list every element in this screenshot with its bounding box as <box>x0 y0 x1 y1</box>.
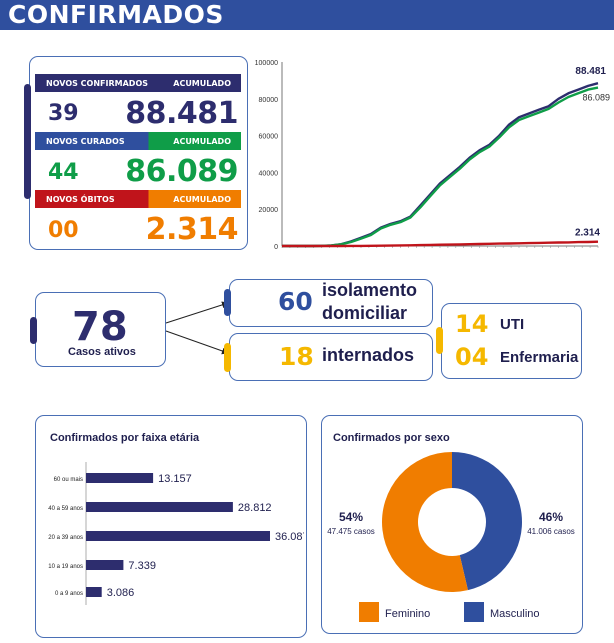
summary-card-tab <box>24 84 31 199</box>
sex-chart-card <box>321 415 583 634</box>
hospital-breakdown-card <box>441 303 582 379</box>
age-value-label: 3.086 <box>107 587 135 599</box>
confirmed-strip: NOVOS CONFIRMADOS ACUMULADO <box>35 74 241 92</box>
ward-label: Enfermaria <box>500 349 579 366</box>
confirmed-total-value: 88.481 <box>125 96 238 131</box>
recovered-new-value: 44 <box>48 160 79 185</box>
arrow-to-isolation <box>165 301 229 324</box>
active-cases-tab <box>30 317 37 344</box>
age-category-label: 10 a 19 anos <box>48 564 83 570</box>
sex-donut-chart: 54% 47.475 casos 46% 41.006 casos Feminino Ma… <box>327 452 575 622</box>
age-bar-chart: 60 ou mais 13.157 40 a 59 anos 28.812 20 a 3… <box>48 462 304 605</box>
masculino-percent: 46% <box>539 510 563 524</box>
y-tick-label: 80000 <box>259 97 279 104</box>
age-category-label: 60 ou mais <box>54 477 83 483</box>
icu-value: 14 <box>455 310 489 338</box>
donut-slice-feminino <box>382 452 468 592</box>
age-category-label: 20 a 39 anos <box>48 535 83 541</box>
age-bar <box>86 502 233 512</box>
series-line-óbitos <box>282 240 599 248</box>
confirmed-acc-label: ACUMULADO <box>173 78 231 88</box>
legend-swatch-feminino <box>359 602 379 622</box>
age-chart-title: Confirmados por faixa etária <box>50 432 200 444</box>
age-value-label: 36.087 <box>275 531 304 543</box>
age-value-label: 13.157 <box>158 473 192 485</box>
legend-label-masculino: Masculino <box>490 608 540 620</box>
age-bar <box>86 587 102 597</box>
age-bar <box>86 560 124 570</box>
confirmed-new-value: 39 <box>48 101 79 126</box>
header-banner: CONFIRMADOS <box>0 0 614 30</box>
icu-label: UTI <box>500 316 525 333</box>
y-tick-label: 40000 <box>259 170 279 177</box>
isolation-tab <box>224 289 231 316</box>
active-cases-label: Casos ativos <box>68 346 136 358</box>
ward-value: 04 <box>455 343 489 371</box>
isolation-label-line2: domiciliar <box>322 303 408 323</box>
feminino-percent: 54% <box>339 510 363 524</box>
hospitalized-label: internados <box>322 345 415 365</box>
isolation-card <box>229 279 433 327</box>
y-tick-label: 60000 <box>259 134 279 141</box>
recovered-new-label: NOVOS CURADOS <box>46 136 125 146</box>
isolation-label-line1: isolamento <box>322 280 418 300</box>
end-label-curados: 86.089 <box>582 93 610 103</box>
isolation-value: 60 <box>278 287 313 316</box>
series-line-curados <box>282 86 599 248</box>
page-title: CONFIRMADOS <box>8 0 224 29</box>
connector-arrows <box>165 301 229 355</box>
sex-chart-title: Confirmados por sexo <box>333 432 450 444</box>
deaths-new-label: NOVOS ÓBITOS <box>46 194 115 204</box>
age-bar <box>86 473 154 483</box>
y-tick-label: 20000 <box>259 207 279 214</box>
age-category-label: 40 a 59 anos <box>48 506 83 512</box>
age-value-label: 28.812 <box>238 502 272 514</box>
deaths-strip: NOVOS ÓBITOS ACUMULADO <box>35 190 241 208</box>
active-cases-card <box>35 292 166 367</box>
end-label-confirmados: 88.481 <box>575 66 606 77</box>
recovered-acc-label: ACUMULADO <box>173 136 231 146</box>
confirmed-new-label: NOVOS CONFIRMADOS <box>46 78 149 88</box>
deaths-acc-label: ACUMULADO <box>173 194 231 204</box>
age-chart-card <box>35 415 307 638</box>
age-category-label: 0 a 9 anos <box>55 591 83 597</box>
cumulative-line-chart: 100000 80000 60000 40000 20000 0 88.481 86.089 2… <box>255 60 610 251</box>
age-bar <box>86 531 270 541</box>
masculino-count: 41.006 casos <box>527 527 575 536</box>
hospitalized-tab <box>224 343 231 372</box>
hospitalized-card <box>229 333 433 381</box>
donut-slice-masculino <box>452 452 522 591</box>
end-label-obitos: 2.314 <box>575 228 600 239</box>
age-value-label: 7.339 <box>128 560 156 572</box>
y-tick-label: 0 <box>274 244 278 251</box>
legend-label-feminino: Feminino <box>385 608 430 620</box>
recovered-strip: NOVOS CURADOS ACUMULADO <box>35 132 241 150</box>
deaths-new-value: 00 <box>48 218 79 243</box>
feminino-count: 47.475 casos <box>327 527 375 536</box>
deaths-total-value: 2.314 <box>145 212 239 247</box>
legend-swatch-masculino <box>464 602 484 622</box>
arrow-to-hospitalized <box>165 330 229 355</box>
hospital-breakdown-tab <box>436 327 443 354</box>
recovered-total-value: 86.089 <box>125 154 238 189</box>
y-tick-label: 100000 <box>255 60 278 67</box>
active-cases-count: 78 <box>72 304 128 350</box>
hospitalized-value: 18 <box>279 342 314 371</box>
